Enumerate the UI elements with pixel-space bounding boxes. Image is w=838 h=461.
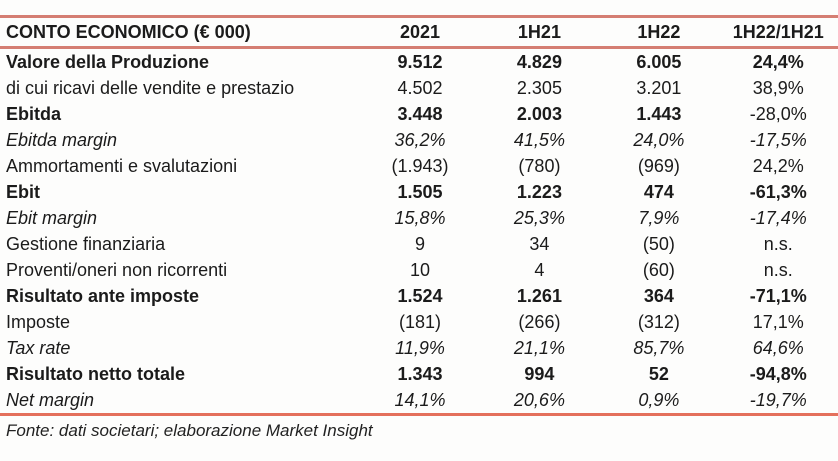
row-value: 52 — [648, 364, 669, 384]
row-value: 1.261 — [516, 286, 562, 306]
row-label: Tax rate — [6, 338, 71, 358]
row-label: Valore della Produzione — [6, 52, 210, 72]
table-body: Valore della Produzione 9.512 4.829 6.005 24… — [0, 49, 838, 416]
table-row: Risultato ante imposte 1.524 1.261 364 -71,1… — [0, 283, 838, 309]
row-value: 64,6% — [752, 338, 804, 358]
row-value: 38,9% — [752, 78, 804, 98]
row-value: 4.502 — [397, 78, 443, 98]
row-value: 994 — [524, 364, 555, 384]
row-value: -19,7% — [749, 390, 807, 410]
row-value: 9 — [415, 234, 426, 254]
table-row: Ebitda margin 36,2% 41,5% 24,0% -17,5% — [0, 127, 838, 153]
row-label: Ebitda margin — [6, 130, 118, 150]
row-value: -94,8% — [749, 364, 807, 384]
row-value: 34 — [529, 234, 550, 254]
row-value: 4.829 — [516, 52, 562, 72]
row-value: 85,7% — [633, 338, 685, 358]
row-value: 11,9% — [395, 338, 445, 358]
row-value: (181) — [399, 312, 442, 332]
table-row: Ebit 1.505 1.223 474 -61,3% — [0, 179, 838, 205]
row-label: Ebit margin — [6, 208, 98, 228]
row-value: 6.005 — [636, 52, 682, 72]
row-value: -71,1% — [749, 286, 807, 306]
row-value: -17,4% — [749, 208, 807, 228]
table-row: di cui ricavi delle vendite e prestazio 4… — [0, 75, 838, 101]
row-label: Ebit — [6, 182, 40, 202]
row-value: (1.943) — [391, 156, 449, 176]
row-value: 1.505 — [397, 182, 443, 202]
row-value: 14,1% — [394, 390, 446, 410]
column-header-1h21: 1H21 — [517, 22, 561, 42]
row-value: 0,9% — [638, 390, 680, 410]
row-value: -17,5% — [749, 130, 807, 150]
row-value: 1.524 — [397, 286, 443, 306]
row-value: 36,2% — [394, 130, 446, 150]
row-value: -28,0% — [749, 104, 807, 124]
income-statement-table: CONTO ECONOMICO (€ 000) 2021 1H21 1H22 1… — [0, 15, 838, 441]
row-value: 41,5% — [513, 130, 565, 150]
source-note: Fonte: dati societari; elaborazione Mark… — [6, 421, 373, 440]
row-value: 9.512 — [397, 52, 443, 72]
row-value: (266) — [518, 312, 561, 332]
row-value: n.s. — [763, 234, 793, 254]
row-value: 21,1% — [513, 338, 565, 358]
row-value: 3.201 — [636, 78, 682, 98]
row-value: 2.305 — [516, 78, 562, 98]
table-row: Imposte (181) (266) (312) 17,1% — [0, 309, 838, 335]
row-label: Ebitda — [6, 104, 62, 124]
table-row: Proventi/oneri non ricorrenti 10 4 (60) n.s. — [0, 257, 838, 283]
table-row: Tax rate 11,9% 21,1% 85,7% 64,6% — [0, 335, 838, 361]
row-value: 17,1% — [752, 312, 804, 332]
row-value: 1.443 — [636, 104, 682, 124]
row-value: (780) — [518, 156, 561, 176]
table-row: Gestione finanziaria 9 34 (50) n.s. — [0, 231, 838, 257]
row-label: Net margin — [6, 390, 95, 410]
row-value: 15,8% — [394, 208, 446, 228]
row-value: 474 — [643, 182, 674, 202]
row-value: 7,9% — [638, 208, 680, 228]
row-value: 364 — [643, 286, 674, 306]
row-value: 1.343 — [397, 364, 443, 384]
row-value: (969) — [637, 156, 680, 176]
row-value: 2.003 — [516, 104, 562, 124]
row-value: (60) — [642, 260, 675, 280]
table-header-row: CONTO ECONOMICO (€ 000) 2021 1H21 1H22 1… — [0, 15, 838, 49]
row-value: 24,4% — [752, 52, 804, 72]
row-label: Risultato ante imposte — [6, 286, 200, 306]
table-row: Ebitda 3.448 2.003 1.443 -28,0% — [0, 101, 838, 127]
table-title: CONTO ECONOMICO (€ 000) — [6, 22, 251, 42]
table-row: Net margin 14,1% 20,6% 0,9% -19,7% — [0, 387, 838, 413]
row-value: 1.223 — [516, 182, 562, 202]
row-value: (50) — [642, 234, 675, 254]
row-label: Imposte — [6, 312, 71, 332]
row-label: Gestione finanziaria — [6, 234, 166, 254]
row-label: Proventi/oneri non ricorrenti — [6, 260, 228, 280]
table-row: Valore della Produzione 9.512 4.829 6.005 24… — [0, 49, 838, 75]
row-value: -61,3% — [749, 182, 807, 202]
column-header-2021: 2021 — [400, 22, 441, 42]
row-value: 24,0% — [633, 130, 685, 150]
row-value: 10 — [410, 260, 431, 280]
row-value: 25,3% — [513, 208, 565, 228]
row-value: 3.448 — [397, 104, 443, 124]
row-value: n.s. — [763, 260, 793, 280]
row-value: (312) — [637, 312, 680, 332]
table-row: Ammortamenti e svalutazioni (1.943) (780) (… — [0, 153, 838, 179]
row-label: Risultato netto totale — [6, 364, 185, 384]
row-value: 24,2% — [752, 156, 804, 176]
row-label: Ammortamenti e svalutazioni — [6, 156, 238, 176]
row-value: 20,6% — [513, 390, 565, 410]
column-header-1h22: 1H22 — [637, 22, 681, 42]
column-header-delta: 1H22/1H21 — [732, 22, 824, 42]
table-row: Risultato netto totale 1.343 994 52 -94,8% — [0, 361, 838, 387]
row-value: 4 — [534, 260, 545, 280]
table-row: Ebit margin 15,8% 25,3% 7,9% -17,4% — [0, 205, 838, 231]
row-label: di cui ricavi delle vendite e prestazio — [6, 78, 295, 98]
